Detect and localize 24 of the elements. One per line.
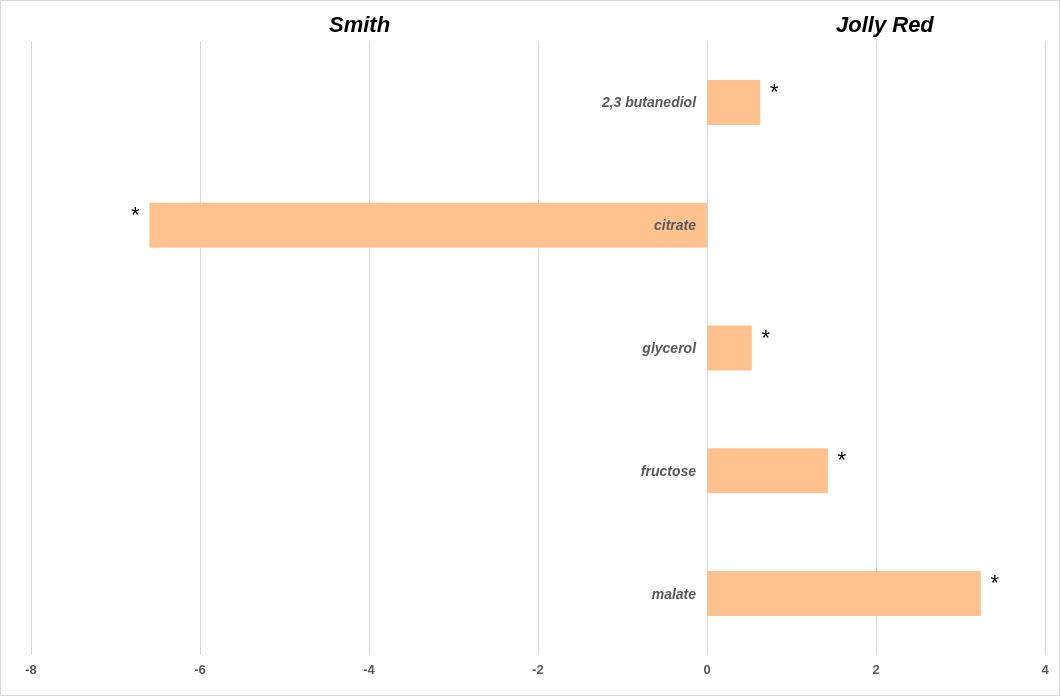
y-tick-label: fructose: [640, 462, 697, 479]
y-tick-label: glycerol: [641, 340, 698, 356]
bar: [707, 79, 761, 125]
y-tick-label: malate: [651, 585, 697, 602]
annotation: *: [761, 324, 771, 350]
annotation: *: [837, 447, 847, 473]
bar: [149, 202, 707, 248]
annotation: *: [990, 570, 1000, 596]
text: Smith: [329, 11, 391, 37]
x-tick-label: -8: [25, 662, 37, 677]
x-tick-label: -4: [363, 662, 376, 677]
x-tick-label: -6: [194, 662, 206, 677]
bar: [707, 448, 828, 494]
x-tick-label: 0: [703, 662, 711, 677]
x-tick-label: 2: [872, 662, 880, 677]
text: Jolly Red: [836, 11, 935, 37]
bar: [707, 325, 752, 371]
y-tick-label: 2,3 butanediol: [600, 94, 698, 111]
y-tick-label: citrate: [654, 217, 697, 234]
x-tick-label: -2: [532, 662, 544, 677]
annotation: *: [769, 78, 779, 104]
bar: [707, 571, 981, 617]
x-tick-label: 4: [1041, 662, 1050, 677]
annotation: *: [131, 201, 141, 227]
